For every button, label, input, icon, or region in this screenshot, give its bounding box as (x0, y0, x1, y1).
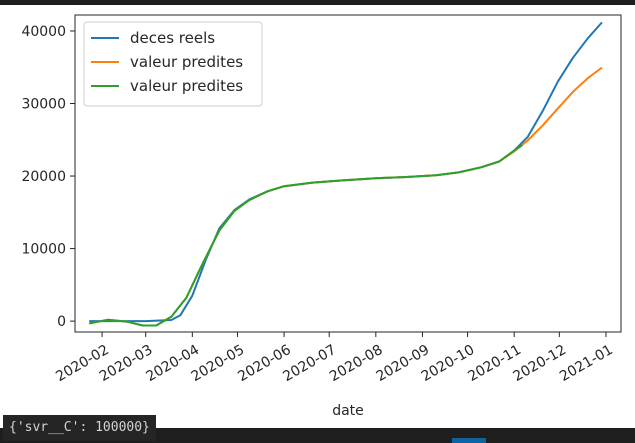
legend-label-2: valeur predites (130, 53, 243, 71)
series-line-2 (89, 67, 603, 327)
x-tick-label: 2021-01 (557, 342, 616, 385)
y-tick-label: 40000 (21, 24, 66, 40)
legend-box (83, 21, 263, 107)
notebook-top-bar (0, 0, 635, 5)
notebook-bottom-bar (0, 428, 635, 443)
legend-label-1: deces reels (130, 29, 215, 47)
y-tick-label: 30000 (21, 96, 66, 112)
chart-figure: 0 10000 20000 30000 40000 2020-02 2020-03 2020… (0, 5, 635, 428)
plot-frame (74, 14, 622, 333)
scroll-indicator (452, 438, 486, 443)
legend-label-3: valeur predites (130, 77, 243, 95)
x-axis-label: date (332, 403, 364, 419)
series-line-3 (89, 144, 523, 327)
x-axis: 2020-022020-032020-042020-052020-062020-… (53, 332, 616, 385)
line-chart: 0 10000 20000 30000 40000 2020-022020-032020… (21, 14, 622, 419)
plot-lines (89, 22, 603, 327)
y-tick-label: 20000 (21, 169, 66, 185)
y-axis: 0 10000 20000 30000 40000 (21, 24, 75, 330)
y-tick-label: 10000 (21, 242, 66, 258)
chart-legend: deces reels valeur predites valeur predite… (83, 21, 263, 107)
cell-output-text: {'svr__C': 100000} (3, 415, 156, 441)
y-tick-label: 0 (57, 314, 66, 330)
